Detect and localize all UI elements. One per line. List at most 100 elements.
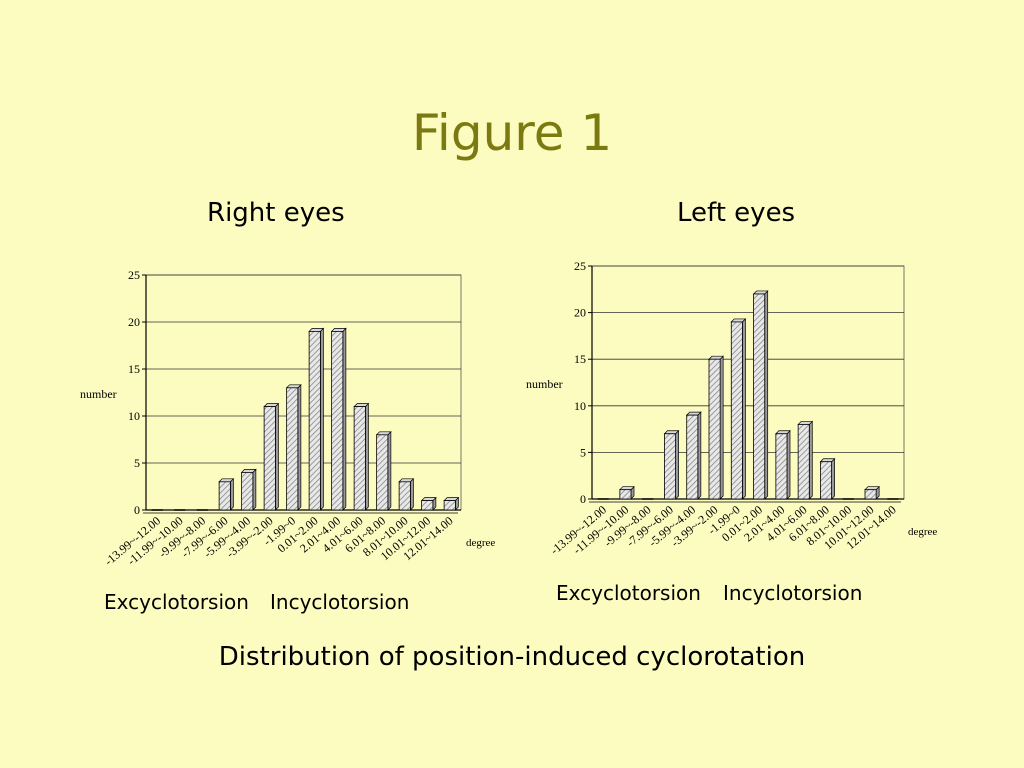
bar-front [664, 433, 676, 500]
bar-side [297, 383, 302, 511]
bar-front [686, 414, 699, 500]
bar [398, 477, 415, 511]
right-incyclotorsion-label: Incyclotorsion [270, 590, 410, 614]
bar-front [797, 424, 810, 500]
y-tick-label: 10 [574, 399, 586, 413]
bar [218, 477, 235, 511]
bar [619, 485, 635, 500]
bar-front [730, 321, 743, 500]
bar [263, 402, 280, 511]
bar-side [342, 327, 347, 511]
bar-top [353, 403, 370, 407]
bar-front [398, 481, 411, 511]
bar-top [330, 328, 347, 332]
bar-top [420, 497, 437, 501]
bar-top [775, 430, 791, 435]
bar-side [252, 468, 257, 511]
bar [730, 318, 747, 500]
bar-front [443, 500, 456, 511]
y-tick-label: 15 [128, 362, 140, 376]
bar [353, 402, 370, 511]
bar-front [353, 406, 366, 511]
y-tick-label: 10 [128, 409, 140, 423]
right-eyes-title: Right eyes [207, 198, 345, 228]
bar-top [263, 403, 280, 407]
bar [330, 327, 347, 511]
bar-front [708, 358, 721, 500]
y-axis-title: number [526, 377, 563, 391]
bar-top [398, 478, 415, 483]
y-tick-label: 20 [128, 315, 140, 329]
bar-top [685, 411, 702, 416]
x-axis-title: degree [908, 526, 937, 538]
bar-top [730, 318, 747, 323]
bar-side [275, 402, 279, 511]
bar-front [376, 434, 389, 511]
bar [240, 468, 257, 511]
left-excyclotorsion-label: Excyclotorsion [556, 581, 701, 605]
bar-front [753, 293, 766, 500]
bar-front [421, 500, 434, 511]
plot-frame [591, 265, 905, 500]
slide-title: Figure 1 [411, 104, 613, 162]
bar-front [775, 433, 788, 500]
bar-top [375, 431, 392, 436]
y-tick-label: 5 [134, 456, 140, 470]
bar-side [831, 457, 835, 500]
right-eyes-chart: 0510152025-13.99~-12.00-11.99~-10.00-9.9… [80, 268, 495, 568]
bar-front [820, 461, 832, 500]
bar [420, 496, 437, 511]
bar [708, 355, 724, 500]
bar-top [663, 430, 680, 435]
bar-side [320, 327, 324, 511]
y-tick-label: 15 [574, 352, 586, 366]
y-tick-label: 20 [574, 306, 586, 320]
y-tick-label: 25 [574, 259, 586, 273]
bar [285, 383, 302, 511]
bar-front [241, 471, 254, 511]
bar-side [697, 411, 702, 500]
bar-front [864, 489, 877, 500]
bar [685, 411, 702, 500]
bar [308, 327, 325, 511]
bar-side [764, 290, 769, 500]
bar-side [786, 429, 791, 500]
bar [819, 457, 836, 500]
bar-front [331, 330, 344, 511]
bar [375, 430, 392, 511]
x-axis-title: degree [466, 537, 495, 549]
bar-front [286, 387, 299, 511]
bar-side [387, 430, 392, 511]
bar-top [864, 486, 880, 491]
bar-side [675, 429, 679, 500]
bar-front [619, 489, 632, 500]
bar-side [719, 355, 724, 500]
bar-top [708, 355, 724, 360]
bar-top [285, 384, 302, 389]
bar-top [752, 290, 769, 295]
y-axis-title: number [80, 387, 117, 401]
y-tick-label: 25 [128, 268, 140, 282]
left-incyclotorsion-label: Incyclotorsion [723, 581, 863, 605]
bar [443, 496, 460, 511]
bar-top [797, 421, 814, 425]
bar-side [365, 402, 369, 511]
bar [752, 290, 769, 500]
bar-side [742, 318, 746, 500]
y-tick-label: 0 [580, 492, 586, 506]
bar-front [308, 330, 321, 511]
left-eyes-title: Left eyes [677, 198, 796, 228]
bar-side [410, 477, 414, 511]
y-tick-label: 5 [580, 445, 586, 459]
bar-top [819, 458, 836, 463]
bar-front [218, 481, 231, 511]
figure-caption: Distribution of position-induced cycloro… [218, 642, 806, 672]
bar-top [240, 469, 257, 473]
left-eyes-chart: 0510152025-13.99~-12.00-11.99~-10.00-9.9… [526, 259, 937, 557]
bar [864, 485, 880, 500]
bar [663, 429, 680, 500]
bar-top [619, 486, 635, 491]
bar-side [808, 420, 813, 500]
bar-front [263, 406, 276, 511]
